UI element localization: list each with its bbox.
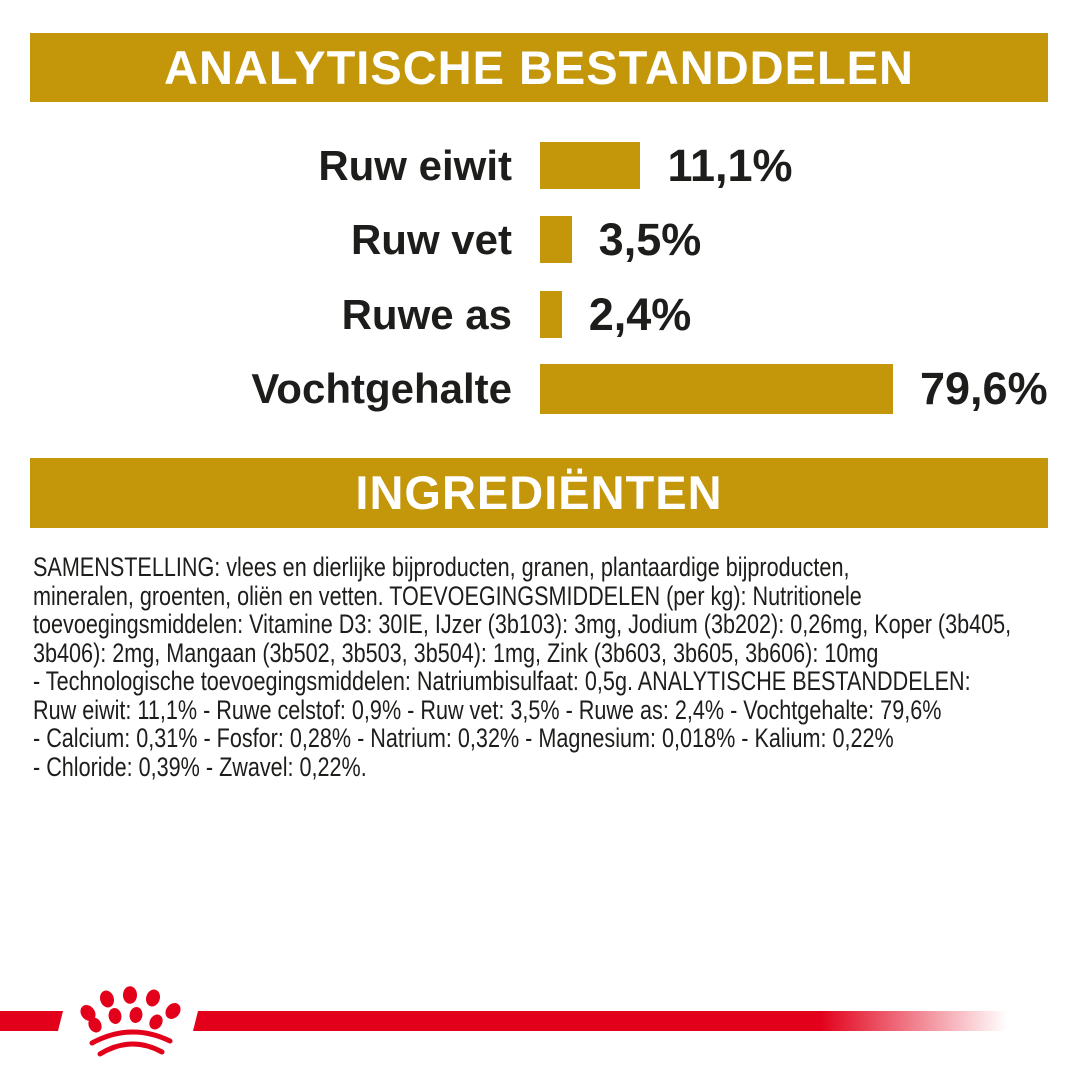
chart-row: Ruw eiwit 11,1%	[0, 139, 1080, 191]
chart-value-label: 79,6%	[920, 363, 1048, 414]
chart-category-label: Ruwe as	[341, 290, 512, 338]
chart-row: Ruw vet 3,5%	[0, 213, 1080, 265]
chart-bar	[540, 291, 562, 338]
chart-value-label: 2,4%	[588, 288, 692, 340]
chart-value-label: 3,5%	[598, 213, 702, 265]
ingredients-line: mineralen, groenten, oliën en vetten. TO…	[33, 580, 862, 611]
ingredients-line: Ruw eiwit: 11,1% - Ruwe celstof: 0,9% - …	[33, 694, 942, 725]
chart-row: Ruwe as 2,4%	[0, 288, 1080, 340]
chart-category-label: Vochtgehalte	[251, 365, 512, 412]
ingredients-line: SAMENSTELLING: vlees en dierlijke bijpro…	[33, 552, 850, 582]
analytical-section-title: ANALYTISCHE BESTANDDELEN	[30, 33, 1048, 102]
ingredients-text: SAMENSTELLING: vlees en dierlijke bijpro…	[33, 553, 1073, 781]
ingredients-line: - Calcium: 0,31% - Fosfor: 0,28% - Natri…	[33, 723, 894, 753]
chart-bar	[540, 142, 641, 189]
ingredients-line: - Chloride: 0,39% - Zwavel: 0,22%.	[33, 751, 367, 782]
chart-category-label: Ruw eiwit	[318, 141, 512, 189]
ingredients-line: toevoegingsmiddelen: Vitamine D3: 30IE, …	[33, 609, 1012, 639]
royal-canin-crown-icon	[80, 986, 181, 1057]
ingredients-section-title: INGREDIËNTEN	[30, 458, 1048, 528]
chart-row: Vochtgehalte 79,6%	[0, 363, 1080, 414]
ingredients-line: 3b406): 2mg, Mangaan (3b502, 3b503, 3b50…	[33, 637, 879, 668]
chart-category-label: Ruw vet	[350, 215, 512, 263]
chart-value-label: 11,1%	[667, 139, 793, 191]
chart-bar	[540, 364, 893, 414]
ingredients-line: - Technologische toevoegingsmiddelen: Na…	[33, 666, 971, 696]
red-rule-left	[0, 1011, 63, 1031]
chart-bar	[540, 216, 572, 263]
red-rule-right	[193, 1011, 1007, 1031]
